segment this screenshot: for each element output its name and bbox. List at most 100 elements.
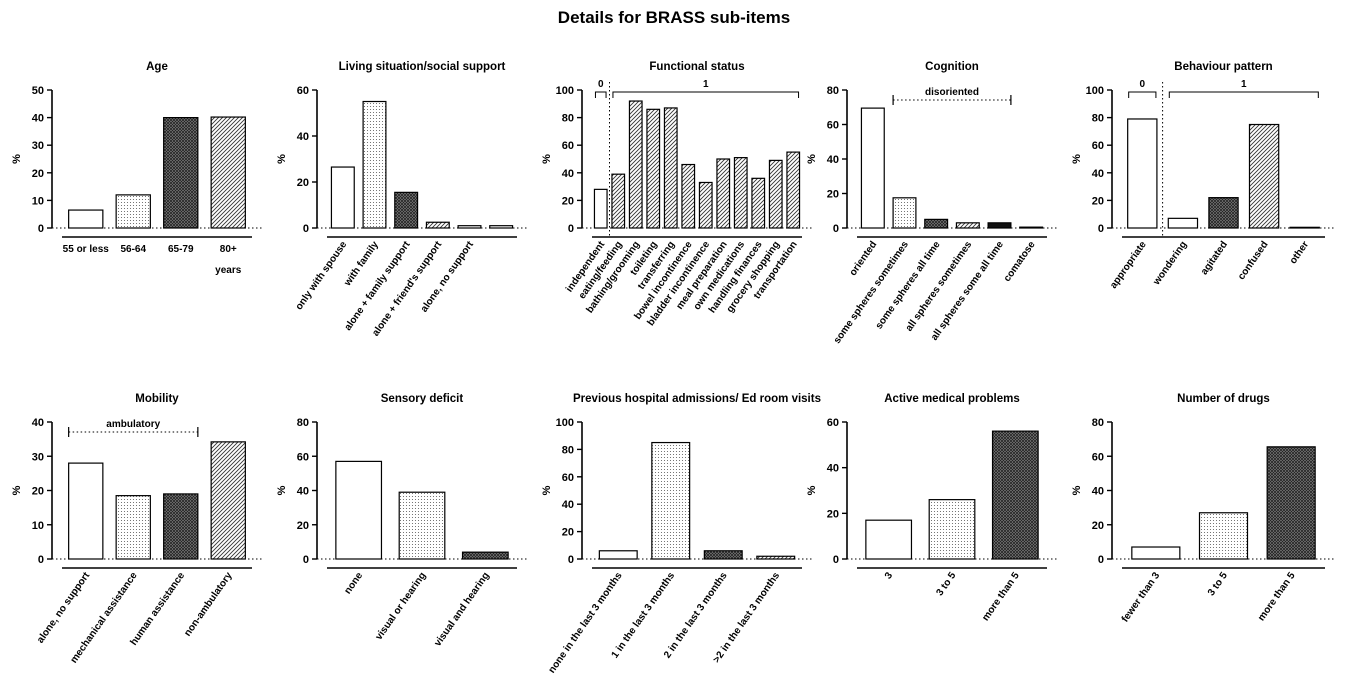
y-axis-label: % <box>11 485 23 495</box>
group-bracket <box>1168 91 1319 98</box>
y-tick-label: 20 <box>1092 195 1104 207</box>
y-tick-label: 0 <box>568 554 574 566</box>
bar-2 <box>628 100 643 229</box>
bar-2 <box>1208 197 1239 229</box>
bar-3 <box>425 221 450 229</box>
y-axis-label: % <box>1071 154 1083 164</box>
bar-0 <box>860 107 885 229</box>
panel-title: Mobility <box>135 393 179 405</box>
bar-4 <box>457 225 482 229</box>
panel-6: Sensory deficit 0 20 40 60 80% none visual or h… <box>276 393 527 649</box>
y-tick-label: 20 <box>827 508 839 520</box>
figure-title: Details for BRASS sub-items <box>557 8 791 27</box>
range-label: disoriented <box>925 87 979 98</box>
panel-title: Cognition <box>925 61 979 73</box>
y-tick-label: 0 <box>833 223 839 235</box>
y-tick-label: 100 <box>556 85 574 97</box>
group-bracket-label: 0 <box>598 79 604 90</box>
bar-5 <box>681 163 696 229</box>
category-label: 55 or less <box>63 244 110 255</box>
bar-11 <box>786 151 801 229</box>
y-axis-label: % <box>541 154 553 164</box>
panel-4: Behaviour pattern 0 20 40 60 80 100% appropriat… <box>1071 61 1335 291</box>
category-label: human assistance <box>128 570 187 648</box>
y-axis-label: % <box>806 154 818 164</box>
y-tick-label: 0 <box>303 223 309 235</box>
bar-1 <box>611 173 626 229</box>
category-label: fewer than 3 <box>1120 570 1163 624</box>
y-tick-label: 80 <box>562 444 574 456</box>
y-tick-label: 0 <box>1098 554 1104 566</box>
group-bracket <box>594 91 607 98</box>
y-tick-label: 40 <box>297 486 309 498</box>
bar-5 <box>489 225 514 229</box>
bar-10 <box>768 159 783 229</box>
y-tick-label: 60 <box>1092 140 1104 152</box>
bar-3 <box>756 555 796 560</box>
bar-3 <box>210 441 246 560</box>
category-label: 3 to 5 <box>934 570 958 598</box>
y-tick-label: 40 <box>1092 486 1104 498</box>
category-label: alone, no support <box>35 570 93 646</box>
y-tick-label: 40 <box>1092 168 1104 180</box>
category-label: wondering <box>1151 239 1190 288</box>
category-label: non-ambulatory <box>182 570 235 639</box>
bar-2 <box>394 191 419 229</box>
group-bracket-label: 1 <box>703 79 709 90</box>
bar-4 <box>1289 226 1320 229</box>
y-axis-label: % <box>806 485 818 495</box>
y-tick-label: 0 <box>1098 223 1104 235</box>
bar-1 <box>651 441 691 560</box>
group-bracket <box>612 91 800 98</box>
y-tick-label: 80 <box>827 85 839 97</box>
y-tick-label: 20 <box>562 195 574 207</box>
category-label: confused <box>1236 239 1271 282</box>
bar-2 <box>924 218 949 229</box>
category-label: none in the last 3 months <box>547 570 625 675</box>
y-axis-label: % <box>541 485 553 495</box>
category-label: 3 <box>883 570 895 581</box>
y-tick-label: 0 <box>38 223 44 235</box>
bar-1 <box>398 491 446 560</box>
bar-4 <box>663 107 678 229</box>
bar-0 <box>335 460 383 560</box>
group-bracket-label: 1 <box>1241 79 1247 90</box>
y-tick-label: 0 <box>568 223 574 235</box>
bar-0 <box>68 462 104 560</box>
panel-8: Active medical problems 0 20 40 60% 3 3 to 5 mo… <box>806 393 1057 623</box>
bar-2 <box>991 430 1039 560</box>
category-label: agitated <box>1199 239 1230 277</box>
y-tick-label: 0 <box>303 554 309 566</box>
bar-3 <box>210 116 246 229</box>
y-axis-label: % <box>11 154 23 164</box>
y-tick-label: 20 <box>32 168 44 180</box>
y-tick-label: 10 <box>32 195 44 207</box>
bar-1 <box>115 495 151 560</box>
panel-title: Sensory deficit <box>381 393 464 405</box>
panel-title: Living situation/social support <box>339 61 506 73</box>
category-label: more than 5 <box>1256 570 1298 623</box>
y-tick-label: 40 <box>32 417 44 429</box>
y-tick-label: 100 <box>1086 85 1104 97</box>
panel-title: Functional status <box>649 61 744 73</box>
y-tick-label: 0 <box>38 554 44 566</box>
y-tick-label: 60 <box>297 85 309 97</box>
y-axis-label: % <box>276 485 288 495</box>
bar-5 <box>1019 226 1044 229</box>
bar-2 <box>163 116 199 229</box>
bar-9 <box>751 177 766 229</box>
y-tick-label: 60 <box>562 472 574 484</box>
category-label: 56-64 <box>120 244 146 255</box>
bar-3 <box>955 222 980 229</box>
y-tick-label: 80 <box>1092 113 1104 125</box>
y-tick-label: 40 <box>562 168 574 180</box>
bar-4 <box>987 222 1012 229</box>
bar-0 <box>68 209 104 229</box>
bar-3 <box>646 108 661 229</box>
bar-1 <box>928 499 976 560</box>
y-tick-label: 60 <box>297 451 309 463</box>
panel-title: Behaviour pattern <box>1174 61 1272 73</box>
